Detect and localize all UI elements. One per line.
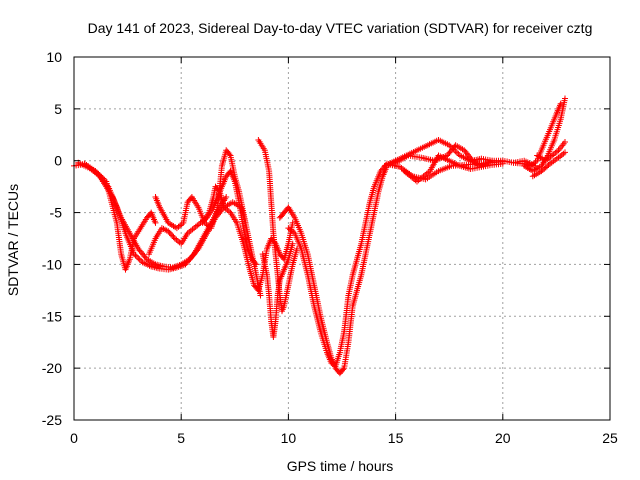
data-point bbox=[135, 255, 142, 262]
y-axis-label: SDTVAR / TECUs bbox=[5, 184, 21, 296]
y-tick-labels: -25 -20 -15 -10 -5 0 5 10 bbox=[42, 49, 62, 428]
y-tick-label: 10 bbox=[46, 49, 62, 65]
x-tick-label: 0 bbox=[70, 430, 78, 446]
y-tick-label: -10 bbox=[42, 256, 62, 272]
data-point bbox=[378, 166, 385, 173]
data-point bbox=[152, 219, 159, 226]
data-point bbox=[226, 151, 233, 158]
y-tick-label: 0 bbox=[54, 153, 62, 169]
chart-title: Day 141 of 2023, Sidereal Day-to-day VTE… bbox=[88, 20, 593, 36]
data-point bbox=[340, 366, 347, 373]
series-track-r bbox=[534, 139, 568, 164]
series-track-o bbox=[510, 100, 564, 169]
y-tick-label: -25 bbox=[42, 412, 62, 428]
data-point bbox=[132, 252, 139, 259]
data-point bbox=[133, 253, 140, 260]
x-tick-labels: 0 5 10 15 20 25 bbox=[70, 430, 618, 446]
series-track-n bbox=[401, 152, 506, 185]
x-tick-label: 25 bbox=[602, 430, 618, 446]
data-point bbox=[289, 219, 296, 226]
series-track-q bbox=[529, 149, 568, 180]
series-track-g bbox=[255, 137, 300, 315]
data-point bbox=[562, 95, 568, 102]
axis-ticks bbox=[73, 56, 611, 421]
data-point bbox=[215, 187, 222, 194]
y-tick-label: -5 bbox=[50, 205, 63, 221]
data-marks bbox=[71, 95, 568, 377]
data-point bbox=[557, 100, 564, 107]
plot-frame bbox=[73, 56, 611, 421]
data-point bbox=[138, 258, 145, 264]
x-tick-label: 5 bbox=[177, 430, 185, 446]
data-point bbox=[223, 194, 230, 200]
x-axis-label: GPS time / hours bbox=[287, 458, 394, 474]
series-track-j bbox=[285, 160, 390, 370]
y-tick-label: -15 bbox=[42, 308, 62, 324]
data-point bbox=[169, 232, 176, 239]
data-point bbox=[289, 240, 296, 247]
data-point bbox=[562, 149, 568, 156]
data-point bbox=[562, 139, 568, 145]
series-track-h bbox=[259, 240, 296, 340]
data-point bbox=[166, 229, 173, 236]
y-tick-label: -20 bbox=[42, 360, 62, 376]
y-tick-label: 5 bbox=[54, 101, 62, 117]
x-tick-label: 10 bbox=[281, 430, 297, 446]
data-point bbox=[257, 292, 264, 299]
x-tick-label: 20 bbox=[495, 430, 511, 446]
x-tick-label: 15 bbox=[388, 430, 404, 446]
data-point bbox=[499, 160, 506, 167]
